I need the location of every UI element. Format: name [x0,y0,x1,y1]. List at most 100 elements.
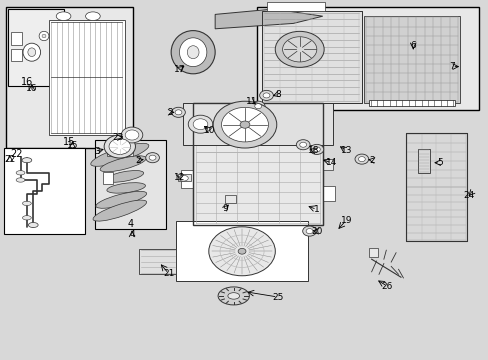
Text: 1: 1 [313,205,319,214]
Bar [49,20,124,135]
Ellipse shape [358,157,365,162]
Bar [11,49,21,61]
Ellipse shape [171,107,185,117]
Ellipse shape [28,48,36,57]
Ellipse shape [254,104,261,109]
Ellipse shape [125,130,139,140]
Bar [181,170,193,188]
Bar [106,150,133,156]
Bar [224,195,235,203]
Ellipse shape [309,144,323,154]
Text: 9: 9 [222,204,227,213]
Ellipse shape [22,201,31,206]
Ellipse shape [85,12,100,21]
Text: 11: 11 [245,97,257,106]
Ellipse shape [188,115,212,133]
Ellipse shape [171,31,215,74]
Bar [261,11,361,103]
Ellipse shape [296,140,309,150]
Bar [8,9,64,86]
Ellipse shape [28,222,38,228]
Bar [193,103,322,225]
Ellipse shape [107,183,145,193]
Text: 14: 14 [325,158,337,167]
Ellipse shape [121,127,142,143]
Ellipse shape [42,34,46,38]
Bar [266,2,325,11]
Bar [417,149,429,173]
Ellipse shape [56,12,71,21]
Text: 3: 3 [94,147,100,156]
Ellipse shape [208,227,275,276]
Ellipse shape [178,175,188,181]
Ellipse shape [313,147,320,152]
Text: 4: 4 [129,230,135,239]
Text: 17: 17 [174,65,185,74]
Text: 6: 6 [409,41,415,50]
Ellipse shape [93,200,146,221]
Bar [256,7,478,110]
Ellipse shape [22,158,32,163]
Text: 12: 12 [174,173,185,181]
Ellipse shape [299,142,306,147]
Ellipse shape [149,155,156,160]
Text: 15: 15 [63,137,76,147]
Text: 21: 21 [163,269,174,278]
Ellipse shape [263,93,269,98]
Text: 24: 24 [463,191,474,199]
Text: 2: 2 [369,156,375,165]
Bar [178,174,190,181]
Text: 4: 4 [127,219,134,229]
Ellipse shape [302,226,316,236]
Ellipse shape [22,216,31,220]
Ellipse shape [16,171,25,175]
Bar [405,133,466,241]
Polygon shape [215,9,322,29]
Bar [368,100,454,106]
Text: 7: 7 [448,62,454,71]
Text: 19: 19 [340,216,351,225]
Ellipse shape [109,139,130,154]
Bar [139,249,176,274]
Text: 16: 16 [26,84,38,93]
Ellipse shape [259,90,273,100]
Bar [405,133,466,241]
Bar [11,32,21,45]
Ellipse shape [179,38,206,67]
Bar [322,159,332,170]
Ellipse shape [145,153,159,163]
Ellipse shape [187,46,199,59]
Ellipse shape [175,110,182,115]
Ellipse shape [193,119,207,130]
Ellipse shape [104,135,135,158]
Ellipse shape [251,101,264,111]
Ellipse shape [221,107,268,142]
Ellipse shape [96,191,146,208]
Bar [368,248,377,257]
Text: 20: 20 [310,227,322,236]
Text: 18: 18 [307,146,319,155]
Bar [183,103,332,145]
Ellipse shape [305,229,312,234]
Bar [261,11,361,103]
Bar [322,186,334,201]
Ellipse shape [105,171,143,182]
Ellipse shape [218,287,249,305]
Bar [95,140,166,229]
Text: 2: 2 [166,108,172,117]
Text: 26: 26 [381,282,392,291]
Bar [364,16,459,103]
Ellipse shape [16,178,25,182]
Text: 25: 25 [271,292,283,302]
Text: 15: 15 [66,141,78,150]
Ellipse shape [227,293,239,299]
Ellipse shape [91,143,148,166]
Text: 10: 10 [203,126,215,135]
Text: 5: 5 [436,158,442,167]
Ellipse shape [354,154,368,164]
Bar [4,148,84,234]
Text: 22: 22 [4,154,16,163]
Text: 13: 13 [340,146,351,155]
Ellipse shape [23,43,41,61]
Text: 2: 2 [135,156,141,165]
